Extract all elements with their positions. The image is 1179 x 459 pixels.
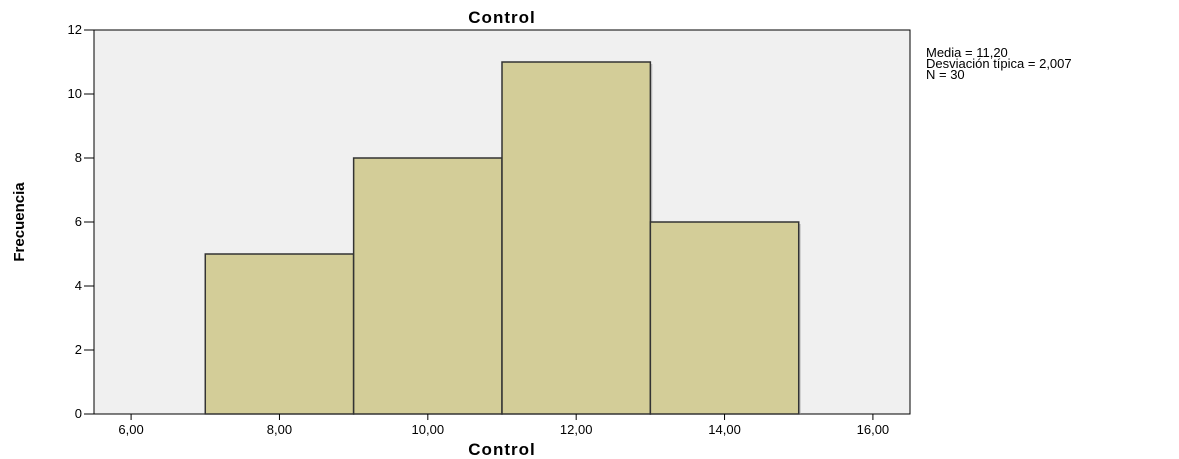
y-tick-label: 10 [68, 86, 82, 101]
x-tick-label: 8,00 [267, 422, 292, 437]
y-tick-label: 6 [75, 214, 82, 229]
stat-std: Desviación típica = 2,007 [926, 56, 1072, 71]
y-tick-label: 0 [75, 406, 82, 421]
histogram-bar [352, 157, 503, 415]
histogram-bar [501, 61, 652, 415]
x-axis: 6,00 8,00 10,00 12,00 14,00 16,00 [118, 414, 889, 437]
y-tick-label: 2 [75, 342, 82, 357]
y-axis-title: Frecuencia [11, 182, 28, 262]
y-tick-label: 4 [75, 278, 82, 293]
x-tick-label: 10,00 [412, 422, 445, 437]
stat-n: N = 30 [926, 67, 965, 82]
x-tick-label: 12,00 [560, 422, 593, 437]
chart-title: Control [468, 8, 535, 27]
y-tick-label: 12 [68, 22, 82, 37]
y-axis: 0 2 4 6 8 10 12 [68, 22, 94, 421]
y-tick-label: 8 [75, 150, 82, 165]
x-tick-label: 14,00 [708, 422, 741, 437]
x-tick-label: 6,00 [118, 422, 143, 437]
histogram-bar [649, 221, 800, 415]
histogram-bar [204, 253, 355, 415]
x-axis-title: Control [468, 440, 535, 459]
bars-group [204, 61, 801, 415]
stat-mean: Media = 11,20 [926, 45, 1008, 60]
stats-box: Media = 11,20 Desviación típica = 2,007 … [926, 45, 1072, 82]
x-tick-label: 16,00 [857, 422, 890, 437]
